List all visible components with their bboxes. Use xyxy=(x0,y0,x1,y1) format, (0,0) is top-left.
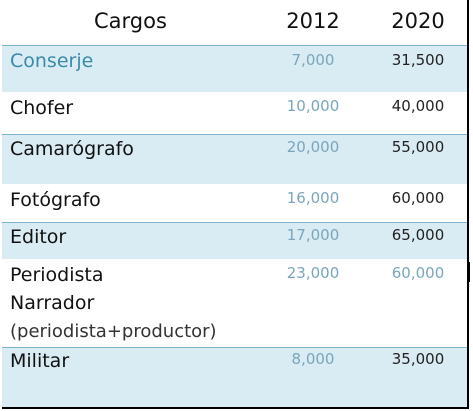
value-2020-cell: 60,000 xyxy=(391,189,445,207)
value-2012-cell: 23,000 xyxy=(286,264,340,282)
cargo-cell: Periodista xyxy=(10,264,104,286)
value-2020-cell: 35,000 xyxy=(391,350,445,368)
table-row: Conserje 7,000 31,500 xyxy=(2,45,467,92)
header-2020: 2020 xyxy=(391,9,445,33)
table-row: Fotógrafo 16,000 60,000 xyxy=(2,184,467,222)
cargo-cell: Editor xyxy=(10,226,67,248)
cargo-cell-line2: Narrador xyxy=(10,292,95,314)
header-cargos: Cargos xyxy=(94,9,167,33)
value-2012-cell: 20,000 xyxy=(286,138,340,156)
value-2012-cell: 8,000 xyxy=(291,350,335,368)
header-2012: 2012 xyxy=(286,9,340,33)
value-2020-cell: 65,000 xyxy=(391,226,445,244)
row-separator xyxy=(2,347,467,348)
cargo-cell: Camarógrafo xyxy=(10,138,134,160)
value-2020-cell: 40,000 xyxy=(391,97,445,115)
value-2012-cell: 17,000 xyxy=(286,226,340,244)
value-2020-cell: 60,000 xyxy=(391,264,445,282)
cargo-cell-line3: (periodista+productor) xyxy=(10,321,217,342)
value-2020-cell: 31,500 xyxy=(391,51,445,69)
value-2012-cell: 10,000 xyxy=(286,97,340,115)
cargo-cell: Chofer xyxy=(10,97,74,119)
cargo-cell: Militar xyxy=(10,350,70,372)
value-2012-cell: 7,000 xyxy=(291,51,335,69)
cargo-cell: Fotógrafo xyxy=(10,189,101,211)
cargo-cell: Conserje xyxy=(10,50,94,72)
row-separator xyxy=(2,45,467,46)
row-separator xyxy=(2,134,467,135)
value-2012-cell: 16,000 xyxy=(286,189,340,207)
row-separator xyxy=(2,222,467,223)
table-row: Camarógrafo 20,000 55,000 xyxy=(2,134,467,184)
value-2020-cell: 55,000 xyxy=(391,138,445,156)
text-cursor xyxy=(469,262,470,282)
table-row: Periodista Narrador (periodista+producto… xyxy=(2,259,467,347)
table-row: Editor 17,000 65,000 xyxy=(2,222,467,259)
table-row: Chofer 10,000 40,000 xyxy=(2,92,467,134)
table-row: Militar 8,000 35,000 xyxy=(2,347,467,407)
table-header-row: Cargos 2012 2020 xyxy=(2,0,467,45)
